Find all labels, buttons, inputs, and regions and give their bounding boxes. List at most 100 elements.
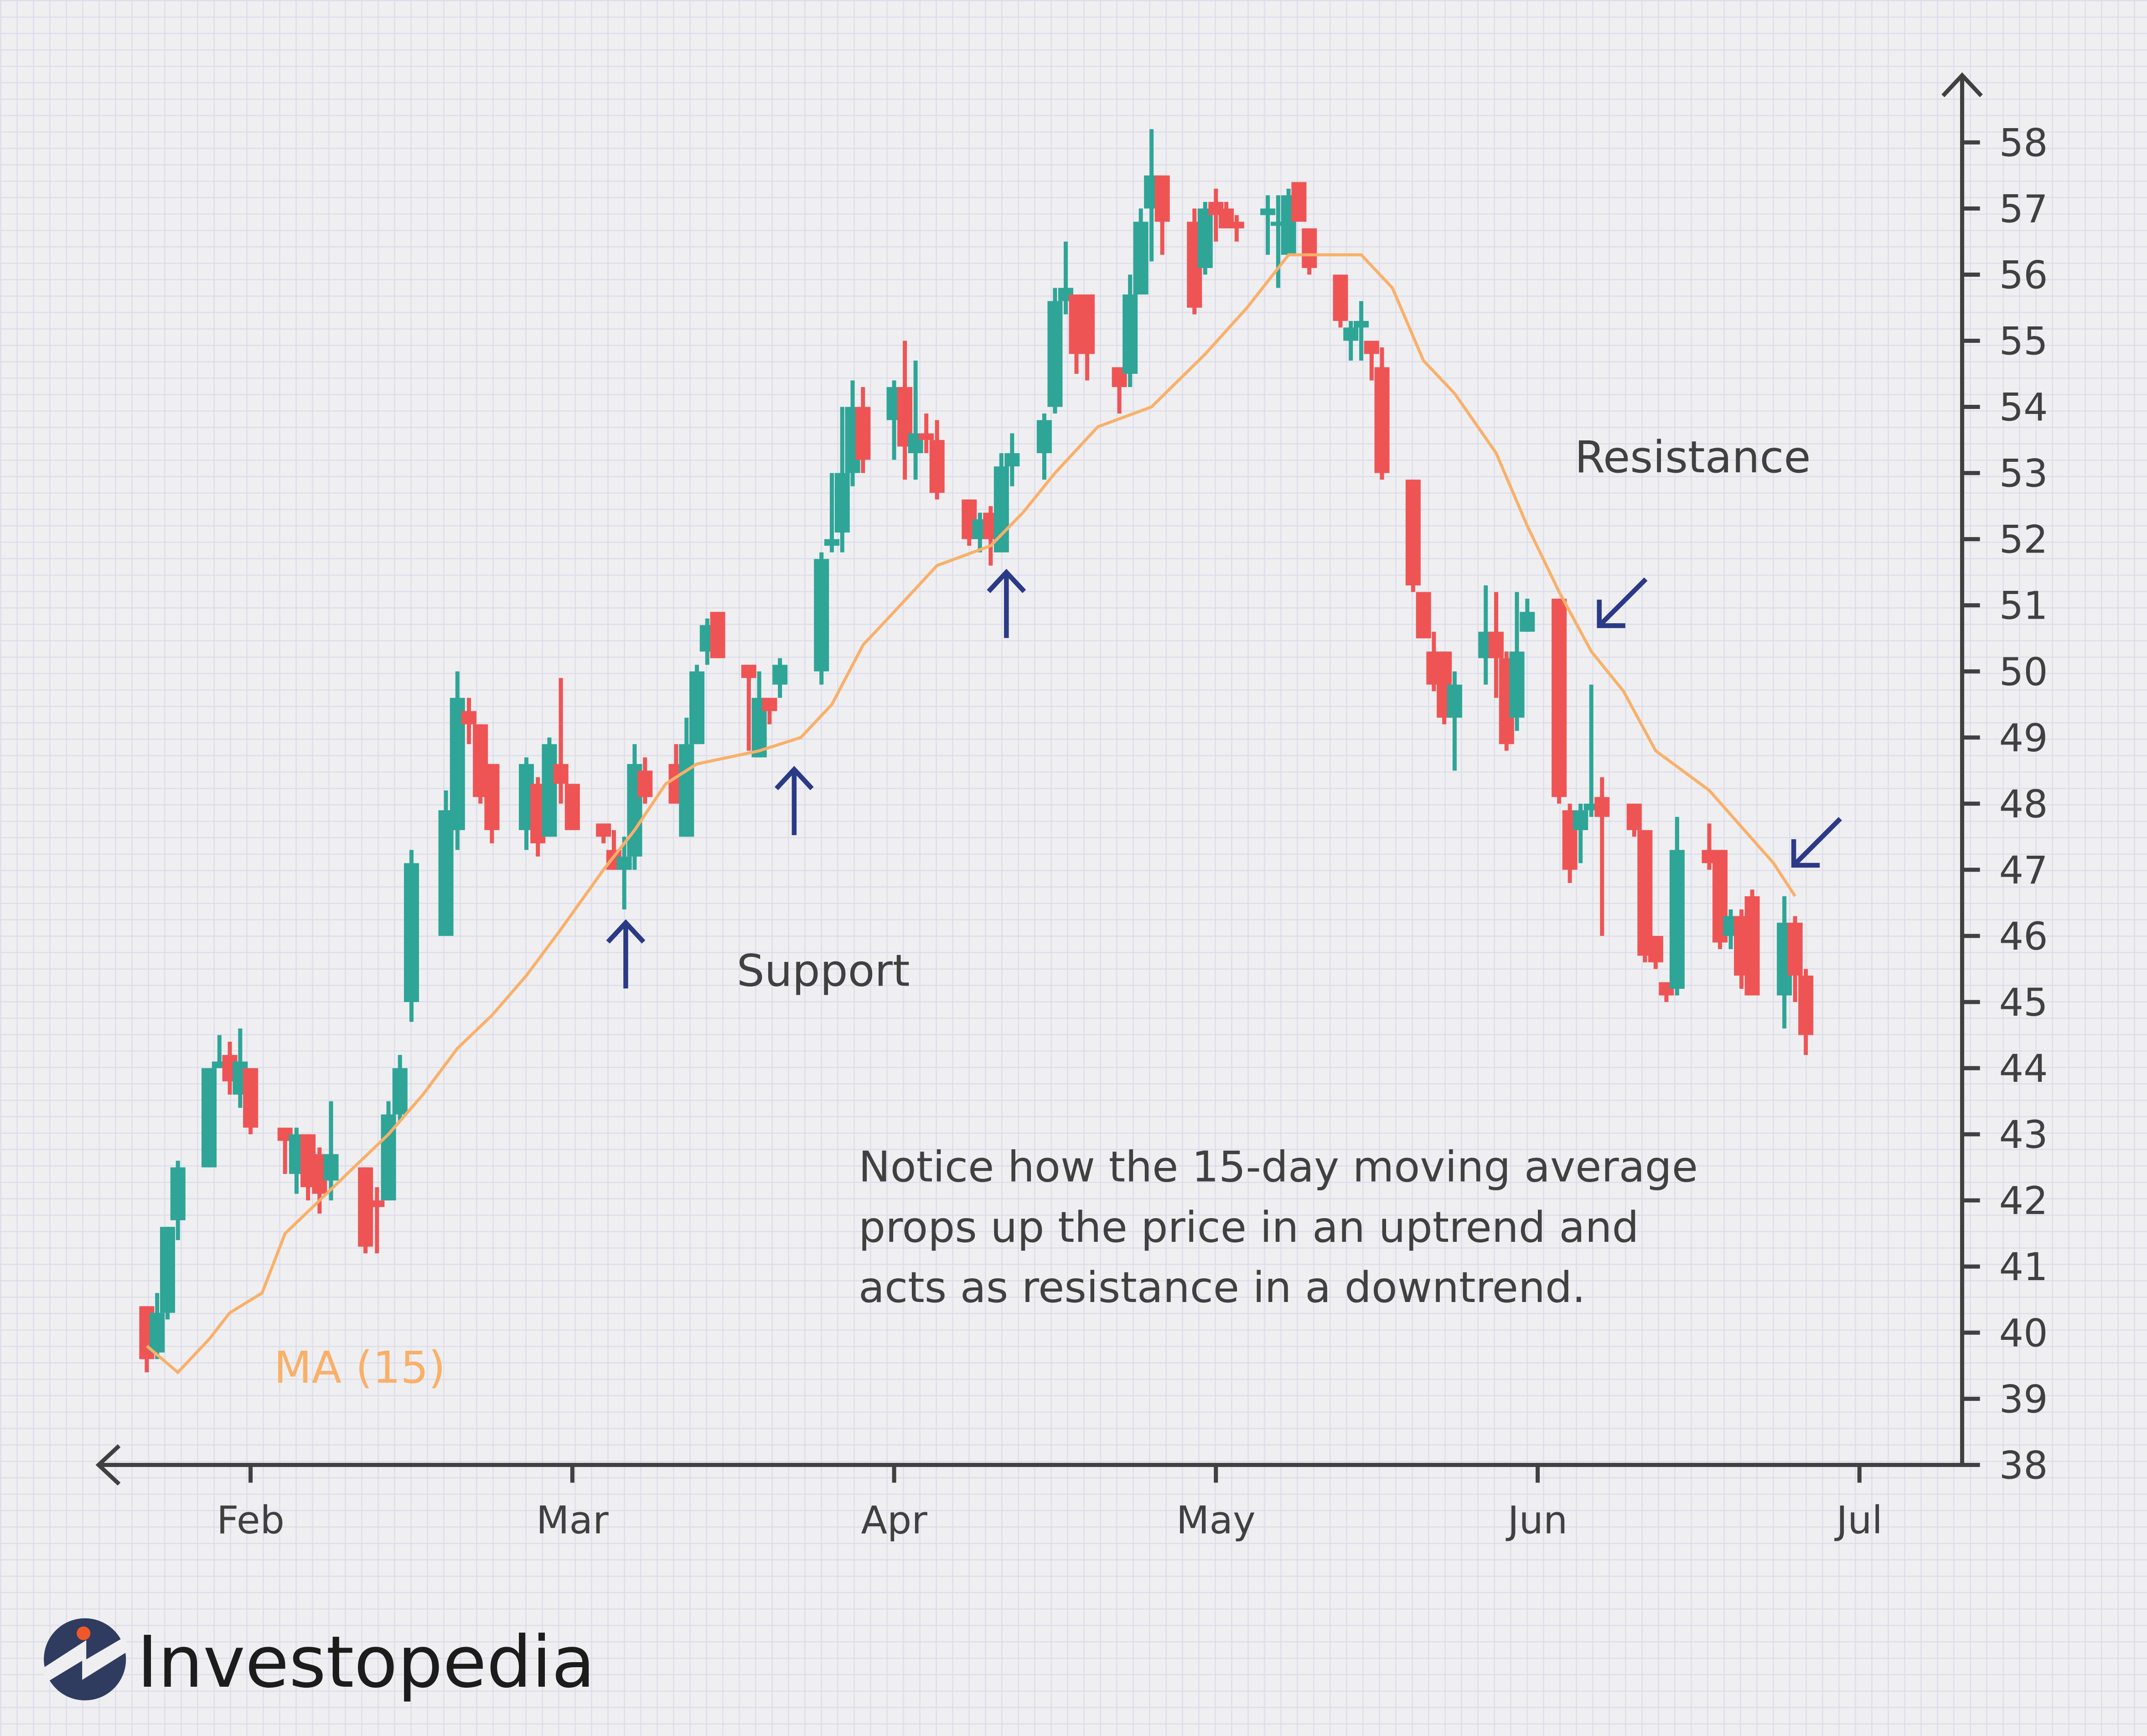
- candle-body: [1133, 222, 1149, 294]
- y-tick-label: 54: [1999, 385, 2048, 430]
- candle: [1354, 301, 1369, 361]
- candle: [202, 1068, 217, 1168]
- y-tick-label: 56: [1999, 253, 2048, 297]
- candle: [438, 790, 454, 936]
- candle: [1552, 599, 1567, 804]
- candle-body: [1416, 592, 1431, 639]
- y-tick-label: 53: [1999, 451, 2048, 496]
- candle-body: [1488, 631, 1504, 658]
- x-ticks: Feb Mar Apr May Jun Jul: [217, 1465, 1883, 1543]
- candle-body: [542, 744, 557, 837]
- candle: [637, 757, 653, 804]
- x-axis: [95, 1444, 1962, 1486]
- candle: [751, 671, 767, 758]
- candle-body: [461, 711, 477, 724]
- candle: [170, 1161, 186, 1240]
- x-tick-label: Feb: [217, 1498, 285, 1543]
- candle-body: [1798, 975, 1814, 1035]
- y-tick-label: 41: [1999, 1245, 2048, 1289]
- ma-legend-label: MA (15): [274, 1342, 445, 1393]
- candle: [834, 407, 850, 553]
- candle-body: [762, 698, 777, 711]
- candle-body: [1447, 684, 1462, 718]
- candle: [461, 698, 477, 744]
- candle: [392, 1055, 408, 1121]
- candle: [160, 1227, 175, 1320]
- candle: [897, 341, 913, 480]
- candle: [1488, 592, 1504, 698]
- candle: [1626, 803, 1642, 837]
- candle-body: [855, 407, 871, 460]
- candle: [855, 387, 871, 473]
- candle-body: [243, 1068, 259, 1128]
- y-tick-label: 50: [1999, 650, 2048, 694]
- candle-body: [1648, 935, 1663, 962]
- candle: [1197, 202, 1213, 275]
- x-tick-label: Mar: [536, 1498, 609, 1543]
- candle-body: [637, 770, 653, 797]
- y-tick-label: 55: [1999, 319, 2048, 364]
- y-axis: [1941, 72, 1983, 1465]
- candle-body: [1260, 208, 1276, 215]
- candle: [484, 764, 500, 843]
- support-label: Support: [737, 945, 910, 996]
- logo-text: Investopedia: [137, 1621, 595, 1704]
- candle: [381, 1101, 396, 1201]
- y-tick-label: 44: [1999, 1046, 2048, 1091]
- candle: [710, 612, 725, 658]
- candle-body: [772, 665, 788, 685]
- candle: [1133, 208, 1149, 294]
- candle: [1112, 367, 1127, 414]
- candle-body: [160, 1227, 175, 1313]
- candle: [1669, 816, 1685, 996]
- candle: [1036, 413, 1052, 480]
- y-tick-label: 51: [1999, 584, 2048, 628]
- x-axis-arrow-icon: [95, 1444, 121, 1486]
- investopedia-logo: Investopedia: [44, 1618, 595, 1704]
- candle-body: [1405, 480, 1421, 586]
- candle-body: [1270, 222, 1286, 226]
- support-arrow-up-icon: [606, 919, 646, 989]
- note-line-3: acts as resistance in a downtrend.: [859, 1263, 1586, 1312]
- candle: [1573, 803, 1588, 863]
- candle: [1302, 228, 1317, 275]
- candle-body: [1552, 599, 1567, 797]
- note-line-2: props up the price in an uptrend and: [859, 1203, 1639, 1252]
- candle: [1260, 195, 1276, 255]
- candle: [1447, 671, 1462, 771]
- resistance-arrow-down-left-icon: [1597, 577, 1648, 628]
- candle: [962, 499, 977, 546]
- candle-body: [1302, 228, 1317, 268]
- y-tick-label: 57: [1999, 186, 2048, 231]
- candle: [1594, 777, 1610, 936]
- candle: [1270, 195, 1286, 288]
- candle-body: [919, 433, 934, 440]
- candle: [1364, 341, 1379, 381]
- x-tick-label: Jun: [1505, 1498, 1568, 1543]
- candle: [929, 420, 945, 500]
- resistance-label: Resistance: [1575, 432, 1811, 483]
- candle: [762, 698, 777, 724]
- candle-body: [1573, 810, 1588, 830]
- candle: [1416, 592, 1431, 639]
- candle: [553, 678, 569, 804]
- candle-body: [1229, 222, 1244, 228]
- x-tick-label: May: [1176, 1498, 1256, 1543]
- candle-body: [150, 1312, 165, 1353]
- candle: [1509, 592, 1525, 731]
- x-tick-label: Apr: [861, 1498, 927, 1543]
- candle-body: [484, 764, 500, 830]
- candle: [1047, 288, 1063, 414]
- ma-line: [145, 253, 1796, 1374]
- candle: [1229, 215, 1244, 242]
- candle: [323, 1101, 339, 1201]
- y-tick-label: 43: [1999, 1112, 2048, 1157]
- candle-body: [1509, 651, 1525, 718]
- candle-body: [1123, 294, 1138, 374]
- candle: [616, 837, 632, 909]
- y-tick-label: 49: [1999, 716, 2048, 760]
- candle-body: [616, 856, 632, 870]
- candle: [814, 552, 829, 685]
- candle-body: [1594, 797, 1610, 817]
- candle: [1744, 889, 1760, 996]
